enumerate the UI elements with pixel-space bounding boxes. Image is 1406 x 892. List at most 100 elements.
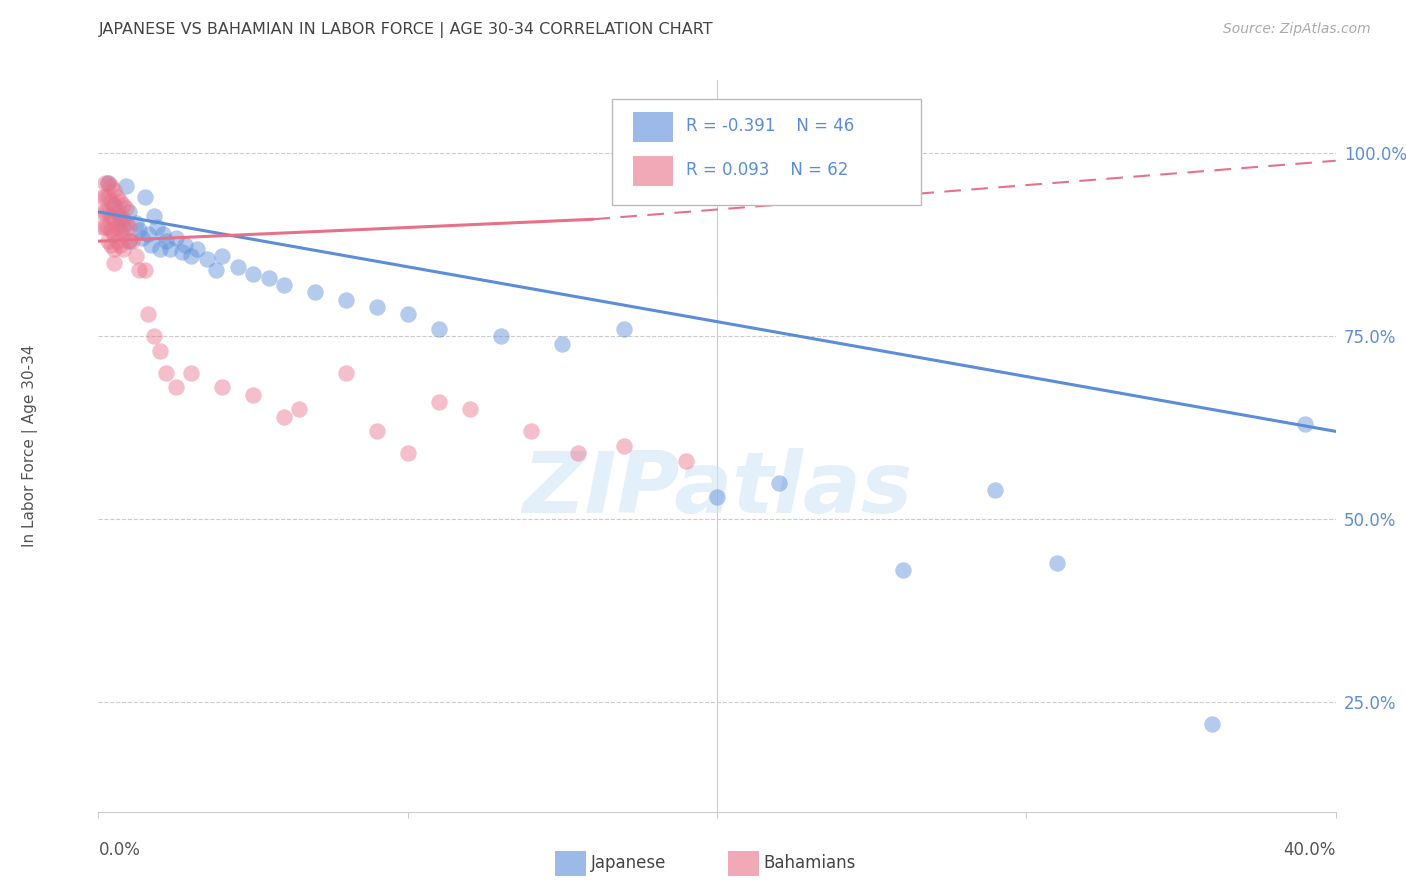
Point xyxy=(103,212,125,227)
Point xyxy=(136,307,159,321)
Point xyxy=(103,227,125,241)
Point xyxy=(131,230,153,244)
Point xyxy=(118,205,141,219)
Point xyxy=(97,176,120,190)
Point xyxy=(115,179,138,194)
Point xyxy=(195,252,218,267)
Point xyxy=(121,234,143,248)
Point xyxy=(90,190,112,204)
Point xyxy=(134,190,156,204)
Point xyxy=(124,249,146,263)
Point xyxy=(143,209,166,223)
Point xyxy=(100,223,122,237)
Point xyxy=(984,483,1007,497)
Point xyxy=(118,234,141,248)
Point xyxy=(288,402,311,417)
Point xyxy=(112,227,135,241)
Point xyxy=(273,278,295,293)
Point xyxy=(180,249,202,263)
Point xyxy=(97,219,120,234)
Point xyxy=(489,329,512,343)
Point xyxy=(891,563,914,577)
Point xyxy=(97,176,120,190)
Point xyxy=(180,366,202,380)
Point xyxy=(108,194,131,208)
Point xyxy=(128,263,150,277)
Text: 0.0%: 0.0% xyxy=(98,841,141,859)
Point xyxy=(242,267,264,281)
Point xyxy=(118,234,141,248)
Point xyxy=(174,238,197,252)
Point xyxy=(103,242,125,256)
Point xyxy=(520,425,543,439)
Point xyxy=(139,238,162,252)
Point xyxy=(149,343,172,358)
Point xyxy=(134,263,156,277)
Text: ZIPatlas: ZIPatlas xyxy=(522,449,912,532)
Point xyxy=(93,219,115,234)
Point xyxy=(159,242,181,256)
Point xyxy=(93,190,115,204)
FancyBboxPatch shape xyxy=(612,99,921,204)
Point xyxy=(103,197,125,211)
Point xyxy=(100,194,122,208)
Point xyxy=(105,234,128,248)
Point xyxy=(304,285,326,300)
Point xyxy=(273,409,295,424)
Text: 40.0%: 40.0% xyxy=(1284,841,1336,859)
Point xyxy=(146,219,169,234)
Point xyxy=(170,245,193,260)
Point xyxy=(105,205,128,219)
Point xyxy=(97,190,120,204)
Point xyxy=(136,227,159,241)
Point xyxy=(124,216,146,230)
Point xyxy=(458,402,481,417)
Point xyxy=(211,380,233,394)
Point xyxy=(100,209,122,223)
Point xyxy=(1294,417,1316,431)
Point xyxy=(567,446,589,460)
Bar xyxy=(633,155,672,186)
Point xyxy=(108,209,131,223)
Bar xyxy=(633,112,672,143)
Point xyxy=(115,202,138,216)
Point xyxy=(613,439,636,453)
Text: Bahamians: Bahamians xyxy=(763,855,856,872)
Point xyxy=(149,242,172,256)
Point xyxy=(108,223,131,237)
Point xyxy=(427,322,450,336)
Point xyxy=(366,300,388,314)
Point xyxy=(105,190,128,204)
Point xyxy=(257,270,280,285)
Point xyxy=(165,230,187,244)
Point xyxy=(93,205,115,219)
Point xyxy=(335,293,357,307)
Point xyxy=(90,205,112,219)
Point xyxy=(112,242,135,256)
Text: R = 0.093    N = 62: R = 0.093 N = 62 xyxy=(686,161,848,179)
Point xyxy=(118,219,141,234)
Point xyxy=(155,234,177,248)
Text: In Labor Force | Age 30-34: In Labor Force | Age 30-34 xyxy=(22,344,38,548)
Text: Source: ZipAtlas.com: Source: ZipAtlas.com xyxy=(1223,22,1371,37)
Point xyxy=(93,176,115,190)
Point xyxy=(396,446,419,460)
Point xyxy=(112,212,135,227)
Point xyxy=(706,490,728,504)
Point xyxy=(205,263,228,277)
Point xyxy=(103,183,125,197)
Point xyxy=(100,179,122,194)
Point xyxy=(128,223,150,237)
Point xyxy=(105,219,128,234)
Point xyxy=(115,216,138,230)
Point xyxy=(165,380,187,394)
Point xyxy=(143,329,166,343)
Point xyxy=(108,212,131,227)
Point xyxy=(613,322,636,336)
Point xyxy=(108,238,131,252)
Text: R = -0.391    N = 46: R = -0.391 N = 46 xyxy=(686,118,855,136)
Point xyxy=(427,395,450,409)
Point xyxy=(97,234,120,248)
Point xyxy=(211,249,233,263)
Point xyxy=(155,366,177,380)
